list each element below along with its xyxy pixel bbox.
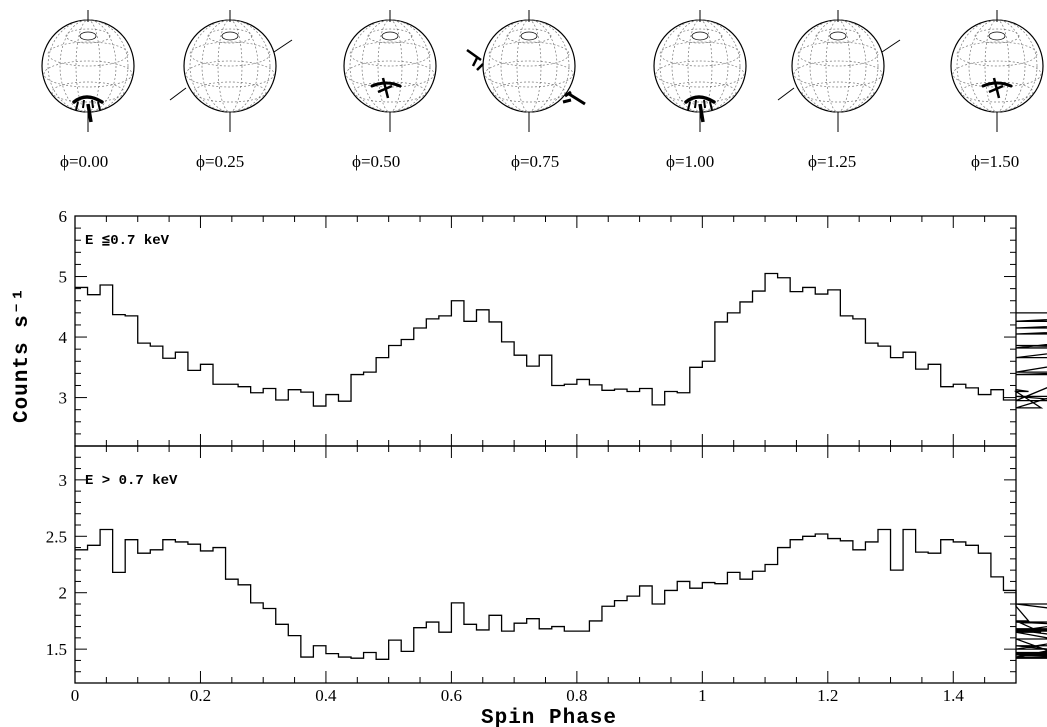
x-tick-label: 0.2 — [190, 686, 211, 705]
phase-label-5: ϕ=1.25 — [808, 152, 856, 171]
phase-label-0: ϕ=0.00 — [60, 152, 108, 171]
sphere-phase-0-00 — [41, 10, 135, 132]
axis-ticks — [74, 215, 1017, 684]
y-tick-label: 2 — [59, 584, 68, 603]
y-tick-label: 3 — [59, 389, 68, 408]
x-tick-label: 1.2 — [817, 686, 838, 705]
sphere-phase-1-00 — [653, 10, 747, 132]
y-axis-title: Counts s⁻¹ — [11, 287, 34, 423]
x-tick-label: 1 — [698, 686, 707, 705]
phase-label-6: ϕ=1.50 — [971, 152, 1019, 171]
sphere-phase-1-50 — [950, 10, 1044, 132]
sphere-phase-0-25 — [169, 10, 293, 132]
panel-frame-hard — [74, 445, 1017, 684]
sphere-phase-0-50 — [343, 10, 437, 132]
sphere-phase-1-25 — [777, 10, 901, 132]
x-tick-label: 0.4 — [315, 686, 337, 705]
phase-label-3: ϕ=0.75 — [511, 152, 559, 171]
x-tick-label: 0 — [71, 686, 80, 705]
y-tick-label: 6 — [59, 207, 68, 226]
y-tick-label: 3 — [59, 471, 68, 490]
sphere-phase-0-75 — [466, 10, 586, 132]
y-tick-label: 2.5 — [46, 527, 67, 546]
x-tick-label: 0.6 — [441, 686, 462, 705]
y-tick-label: 5 — [59, 268, 68, 287]
tick-labels: 3 4 5 6 1.5 2 2.5 3 0 0.2 0.4 0.6 0.8 1 1.2 1.4 — [46, 207, 965, 705]
panel-label-soft: E ≦0.7 keV — [85, 233, 170, 249]
phase-label-2: ϕ=0.50 — [352, 152, 400, 171]
y-tick-label: 4 — [59, 328, 68, 347]
y-tick-label: 1.5 — [46, 640, 67, 659]
x-tick-label: 1.4 — [943, 686, 965, 705]
x-axis-title: Spin Phase — [481, 707, 617, 727]
phase-label-4: ϕ=1.00 — [666, 152, 714, 171]
phase-label-1: ϕ=0.25 — [196, 152, 244, 171]
series-hard-light-curve — [75, 528, 1047, 660]
light-curves — [75, 272, 1047, 660]
x-tick-label: 0.8 — [566, 686, 587, 705]
panel-label-hard: E > 0.7 keV — [85, 473, 178, 489]
panel-frame-soft — [74, 215, 1017, 447]
series-soft-light-curve — [75, 272, 1047, 409]
phase-labels: ϕ=0.00 ϕ=0.25 ϕ=0.50 ϕ=0.75 ϕ=1.00 ϕ=1.2… — [60, 152, 1019, 171]
